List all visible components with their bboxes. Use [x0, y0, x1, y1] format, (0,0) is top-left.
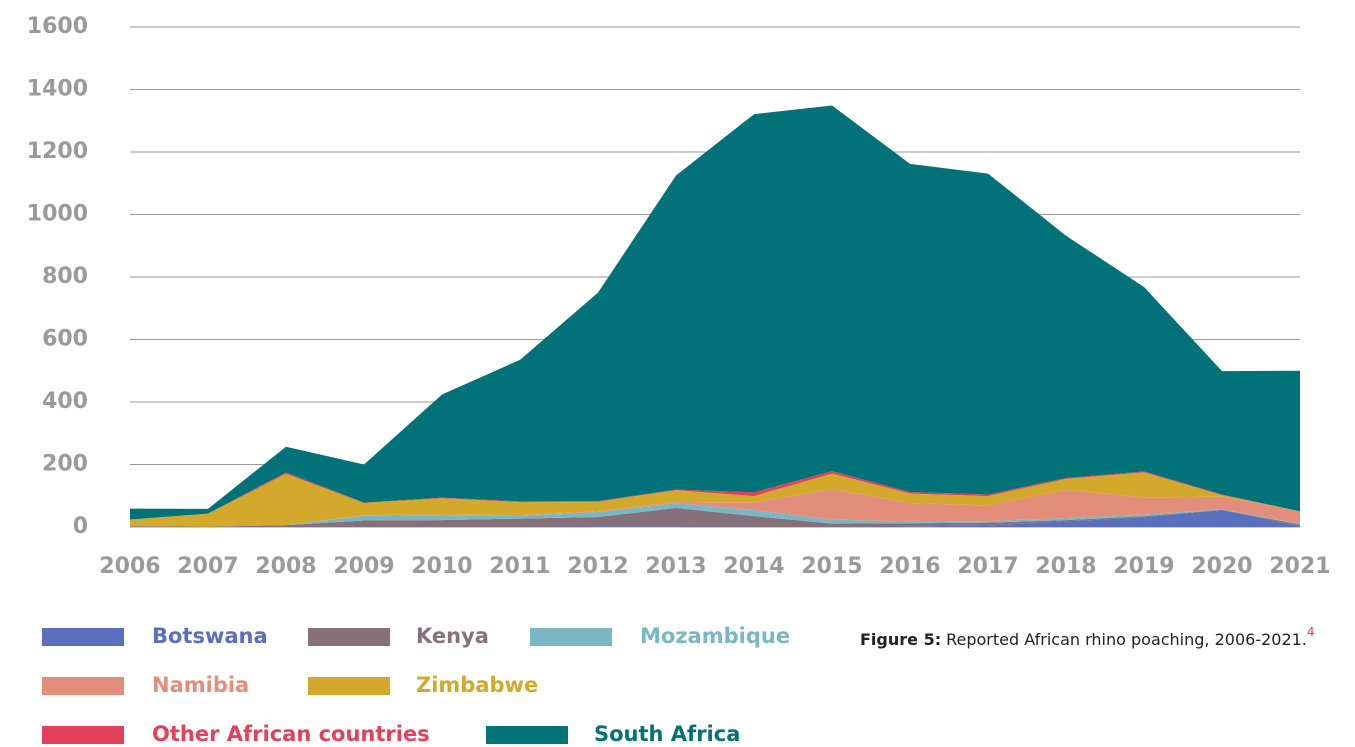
legend-label: Zimbabwe	[416, 673, 538, 697]
caption-ref: 4	[1307, 625, 1315, 639]
y-tick-label: 0	[73, 514, 88, 539]
x-tick-label: 2019	[1113, 554, 1174, 579]
legend-swatch	[42, 726, 124, 744]
x-tick-label: 2020	[1191, 554, 1252, 579]
legend-label: Kenya	[416, 624, 489, 648]
area	[130, 472, 1300, 527]
x-tick-label: 2016	[879, 554, 940, 579]
x-tick-label: 2021	[1269, 554, 1330, 579]
legend-label: Mozambique	[640, 624, 790, 648]
legend-label: Namibia	[152, 673, 249, 697]
x-tick-label: 2009	[333, 554, 394, 579]
y-tick-label: 400	[42, 389, 88, 414]
x-tick-label: 2017	[957, 554, 1018, 579]
x-tick-label: 2018	[1035, 554, 1096, 579]
x-tick-label: 2014	[723, 554, 784, 579]
legend-swatch	[42, 628, 124, 646]
area	[130, 509, 1300, 527]
y-tick-label: 1200	[27, 139, 88, 164]
legend-label: Botswana	[152, 624, 268, 648]
legend-swatch	[308, 628, 390, 646]
x-tick-label: 2007	[177, 554, 238, 579]
legend-swatch	[42, 677, 124, 695]
y-tick-label: 1600	[27, 14, 88, 39]
x-tick-label: 2015	[801, 554, 862, 579]
x-tick-label: 2013	[645, 554, 706, 579]
y-tick-label: 1000	[27, 202, 88, 227]
caption: Figure 5: Reported African rhino poaching…	[860, 625, 1315, 649]
caption-text: Reported African rhino poaching, 2006-20…	[946, 630, 1307, 649]
legend-label: South Africa	[594, 722, 740, 746]
area	[130, 507, 1300, 527]
caption-label: Figure 5:	[860, 630, 941, 649]
area	[130, 503, 1300, 527]
area	[130, 105, 1300, 520]
x-tick-label: 2008	[255, 554, 316, 579]
legend-label: Other African countries	[152, 722, 430, 746]
legend-swatch	[530, 628, 612, 646]
y-tick-label: 600	[42, 327, 88, 352]
area	[130, 489, 1300, 527]
y-tick-label: 1400	[27, 77, 88, 102]
x-tick-label: 2006	[99, 554, 160, 579]
y-tick-label: 200	[42, 452, 88, 477]
x-tick-label: 2012	[567, 554, 628, 579]
legend-swatch	[308, 677, 390, 695]
legend-swatch	[486, 726, 568, 744]
x-tick-label: 2010	[411, 554, 472, 579]
y-tick-label: 800	[42, 264, 88, 289]
x-tick-label: 2011	[489, 554, 550, 579]
